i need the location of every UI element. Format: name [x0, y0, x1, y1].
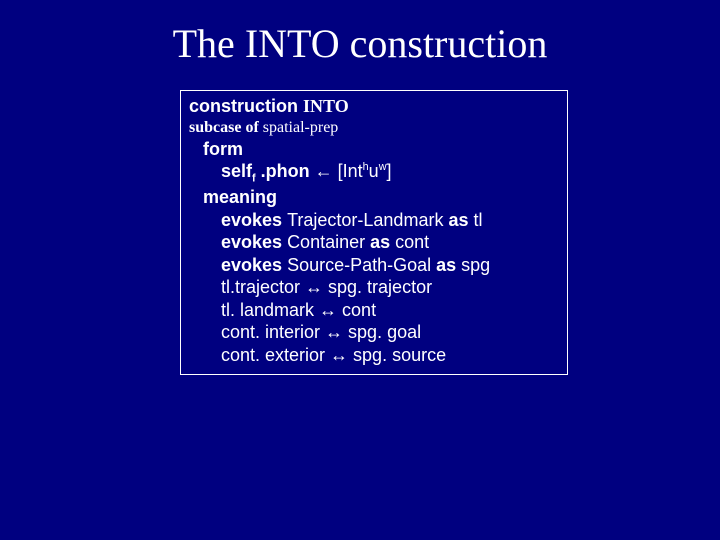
slide: The INTO construction construction INTO …	[0, 0, 720, 540]
evokes-line-1: evokes Trajector-Landmark as tl	[189, 209, 559, 232]
title-part1: The	[173, 21, 245, 66]
form-line: selff .phon ← [Inthuw]	[189, 160, 559, 186]
c2-left: tl. landmark	[221, 300, 319, 320]
evokes-type-1: Trajector-Landmark	[287, 210, 443, 230]
evokes-line-2: evokes Container as cont	[189, 231, 559, 254]
form-phon1: Int	[343, 161, 363, 181]
evokes-kw-3: evokes	[221, 255, 287, 275]
c1-right: spg. trajector	[323, 277, 432, 297]
slide-title: The INTO construction	[0, 20, 720, 67]
form-mid: .phon	[256, 161, 315, 181]
evokes-type-2: Container	[287, 232, 365, 252]
constraint-4: cont. exterior ↔ spg. source	[189, 344, 559, 367]
c2-arrow: ↔	[319, 300, 337, 320]
as-kw-2: as	[365, 232, 395, 252]
subcase-value: spatial-prep	[259, 119, 339, 136]
evokes-line-3: evokes Source-Path-Goal as spg	[189, 254, 559, 277]
evokes-type-3: Source-Path-Goal	[287, 255, 431, 275]
construction-header: construction INTO	[189, 95, 559, 118]
form-br-open: [	[333, 161, 343, 181]
evokes-kw-1: evokes	[221, 210, 287, 230]
c4-arrow: ↔	[330, 345, 348, 365]
evokes-var-2: cont	[395, 232, 429, 252]
c3-right: spg. goal	[343, 322, 421, 342]
evokes-var-3: spg	[461, 255, 490, 275]
title-part3: construction	[340, 21, 548, 66]
c2-right: cont	[337, 300, 376, 320]
form-self: self	[221, 161, 252, 181]
evokes-var-1: tl	[473, 210, 482, 230]
header-name: INTO	[303, 96, 349, 116]
form-arrow: ←	[315, 161, 333, 181]
evokes-kw-2: evokes	[221, 232, 287, 252]
c1-arrow: ↔	[305, 277, 323, 297]
subcase-line: subcase of spatial-prep	[189, 118, 559, 138]
c4-left: cont. exterior	[221, 345, 330, 365]
c1-left: tl.trajector	[221, 277, 305, 297]
subcase-keyword: subcase of	[189, 119, 259, 136]
form-sup2: w	[379, 161, 387, 173]
as-kw-1: as	[443, 210, 473, 230]
header-keyword: construction	[189, 96, 303, 116]
form-br-close: ]	[387, 161, 392, 181]
as-kw-3: as	[431, 255, 461, 275]
c4-right: spg. source	[348, 345, 446, 365]
constraint-2: tl. landmark ↔ cont	[189, 299, 559, 322]
construction-box: construction INTO subcase of spatial-pre…	[180, 90, 568, 375]
c3-left: cont. interior	[221, 322, 325, 342]
form-phon2: u	[369, 161, 379, 181]
c3-arrow: ↔	[325, 322, 343, 342]
title-part2: INTO	[245, 21, 340, 66]
form-label: form	[189, 138, 559, 161]
meaning-label: meaning	[189, 186, 559, 209]
constraint-1: tl.trajector ↔ spg. trajector	[189, 276, 559, 299]
constraint-3: cont. interior ↔ spg. goal	[189, 321, 559, 344]
